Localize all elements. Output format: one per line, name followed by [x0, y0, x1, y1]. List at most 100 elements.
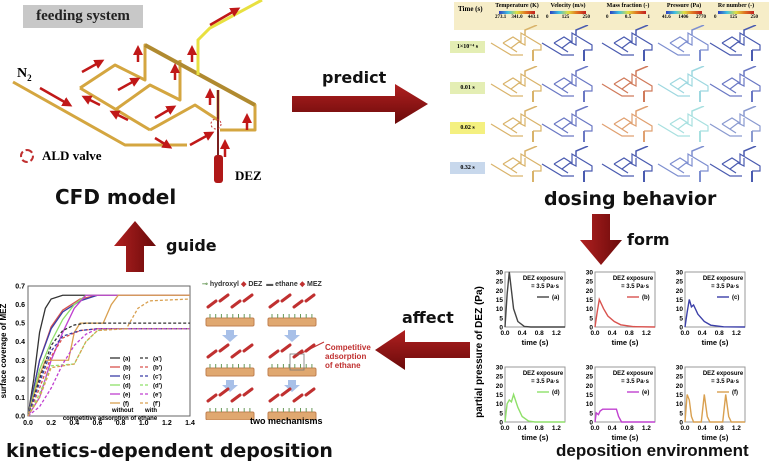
hydroxyl-legend-icon: ⊸ — [202, 281, 208, 288]
pressure-curve — [684, 299, 746, 328]
y-axis-label: partial pressure of DEZ (Pa) — [474, 286, 485, 418]
y-tick-label: 5 — [499, 410, 503, 417]
y-tick-label: 30 — [586, 365, 594, 372]
x-axis-label: time (s) — [702, 338, 729, 347]
form-label: form — [627, 230, 670, 249]
substrate-block — [205, 367, 255, 377]
cfd-field-thumbnail — [657, 66, 709, 102]
panel-label: (e) — [642, 390, 649, 396]
field-column-header: Velocity (m/s) 0 125 250 — [546, 3, 590, 20]
tick: 125 — [561, 15, 570, 20]
cfd-field-thumbnail — [541, 106, 593, 142]
ald-valve-legend-icon — [20, 149, 34, 163]
time-step-label: 0.01 s — [450, 82, 485, 94]
cfd-field-thumbnail — [657, 146, 709, 182]
y-axis-label: surface coverage of MEZ — [0, 304, 8, 399]
molecule-icon — [268, 393, 280, 403]
tick: 1 — [647, 15, 651, 20]
guide-label: guide — [166, 236, 217, 255]
exposure-annotation: DEZ exposure — [613, 276, 654, 282]
x-tick-label: 0.4 — [698, 330, 707, 337]
n2-subscript: 2 — [27, 72, 32, 83]
field-name: Mass fraction (-) — [606, 3, 650, 9]
y-tick-label: 0.3 — [15, 358, 25, 365]
y-tick-label: 20 — [676, 288, 684, 295]
exposure-value: = 3.5 Pa·s — [711, 284, 740, 290]
pressure-curve — [684, 394, 745, 423]
cfd-field-thumbnail — [601, 25, 653, 61]
field-column-header: Temperature (K) 273.1 341.0 443.1 — [495, 3, 539, 20]
x-tick-label: 1.2 — [642, 330, 651, 337]
mechanism-legend: ⊸ hydroxyl ◆ DEZ ▬ ethane ◆ MEZ — [202, 280, 322, 288]
dosing-header — [454, 2, 769, 30]
cfd-field-thumbnail — [490, 106, 542, 142]
mechanism-illustration — [205, 293, 325, 420]
y-tick-label: 5 — [679, 315, 683, 322]
y-tick-label: 0 — [499, 325, 503, 332]
ethane-legend-icon: ▬ — [266, 281, 274, 288]
series-line-e-prime — [27, 328, 190, 417]
series-line-b-prime — [27, 328, 190, 417]
molecule-icon — [304, 387, 316, 397]
x-tick-label: 0.2 — [46, 420, 56, 427]
dez-cylinder-icon — [214, 155, 223, 183]
form-arrow-icon — [580, 214, 622, 265]
field-name: Re number (-) — [717, 3, 755, 9]
y-tick-label: 0.2 — [15, 376, 25, 383]
y-tick-label: 15 — [676, 297, 684, 304]
y-tick-label: 15 — [676, 392, 684, 399]
y-tick-label: 0.4 — [15, 339, 25, 346]
legend-entry: (b) — [123, 366, 131, 372]
y-tick-label: 25 — [676, 279, 684, 286]
legend-entry: (b') — [153, 366, 162, 372]
colorbar — [666, 11, 702, 14]
y-tick-label: 5 — [589, 315, 593, 322]
y-tick-label: 30 — [676, 365, 684, 372]
x-tick-label: 1.0 — [139, 420, 149, 427]
predict-label: predict — [322, 68, 387, 87]
molecule-icon — [242, 387, 254, 397]
feeding-system-pipe-diagram — [12, 0, 263, 183]
x-tick-label: 1.2 — [552, 425, 561, 432]
x-axis-label: time (s) — [522, 433, 549, 442]
callout-line-3: of ethane — [325, 361, 361, 370]
time-step-label: 0.32 s — [450, 162, 485, 174]
substrate-block — [205, 411, 255, 420]
panel-label: (c) — [732, 295, 739, 301]
legend-entry: (e) — [123, 393, 130, 399]
down-arrow-icon — [284, 380, 300, 392]
colorbar-ticks: 0 125 250 — [546, 15, 590, 20]
x-tick-label: 0.0 — [23, 420, 33, 427]
tick: 0 — [606, 15, 609, 20]
exposure-annotation: DEZ exposure — [703, 371, 744, 377]
molecule-icon — [230, 393, 242, 403]
y-tick-label: 25 — [676, 374, 684, 381]
y-tick-label: 5 — [589, 410, 593, 417]
y-tick-label: 5 — [679, 410, 683, 417]
down-arrow-icon — [284, 330, 300, 342]
x-tick-label: 0.8 — [715, 425, 724, 432]
legend-dez: DEZ — [248, 281, 263, 288]
field-column-header: Mass fraction (-) 0 0.5 1 — [606, 3, 650, 20]
x-axis-label: time (s) — [612, 433, 639, 442]
molecule-icon — [242, 343, 254, 353]
molecule-icon — [218, 343, 230, 353]
legend-entry: (c) — [123, 375, 130, 381]
callout-line — [299, 341, 325, 355]
x-axis-label: time (s) — [612, 338, 639, 347]
substrate-block — [205, 317, 255, 327]
x-tick-label: 0.4 — [518, 330, 527, 337]
y-tick-label: 0.6 — [15, 302, 25, 309]
time-step-label: 1×10⁻⁴ s — [450, 41, 485, 53]
ald-valve-label: ALD valve — [42, 148, 102, 163]
tick: 250 — [750, 15, 759, 20]
y-tick-label: 30 — [496, 270, 504, 277]
dez-legend-icon: ◆ — [240, 281, 247, 288]
field-name: Temperature (K) — [495, 3, 539, 9]
y-tick-label: 0.1 — [15, 395, 25, 402]
deposition-environment-title: deposition environment — [556, 441, 749, 460]
legend-entry: (c') — [153, 375, 162, 381]
pressure-curve — [594, 408, 655, 423]
exposure-annotation: DEZ exposure — [613, 371, 654, 377]
